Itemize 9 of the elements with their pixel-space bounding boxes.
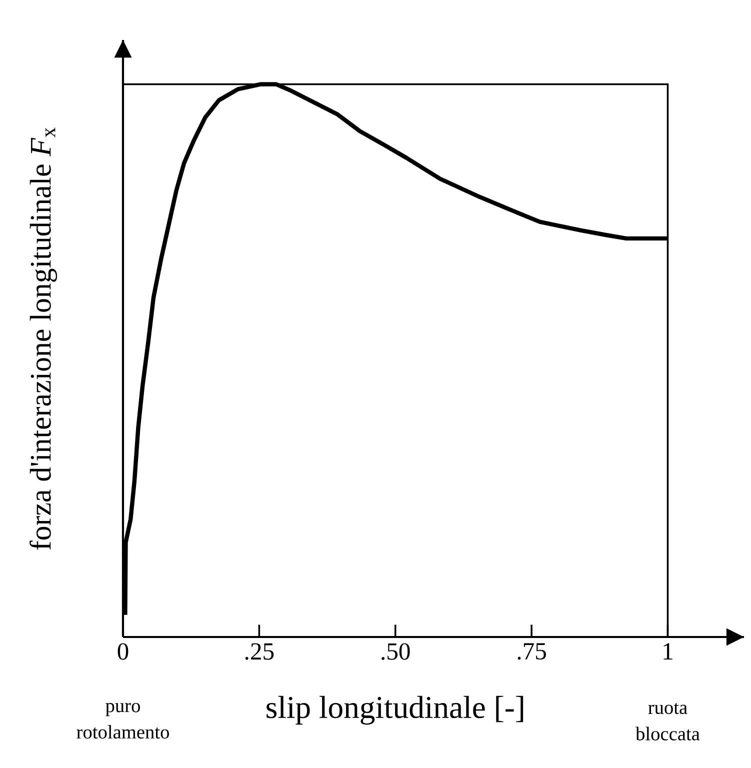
x-tick-label: 1: [664, 643, 672, 660]
x-tick-label: .25: [245, 643, 274, 660]
x-tick-label: .50: [382, 643, 410, 660]
text: ruota bloccata: [636, 702, 700, 740]
y-axis-title: forza d'interazione longitudinale F$_{x}$: [30, 128, 58, 550]
x-tick-label: 0: [118, 643, 128, 660]
x-tick-label: .75: [518, 643, 546, 660]
x-axis-title: slip longitudinale [-]: [266, 696, 524, 725]
text: puro rotolamento: [76, 702, 169, 739]
